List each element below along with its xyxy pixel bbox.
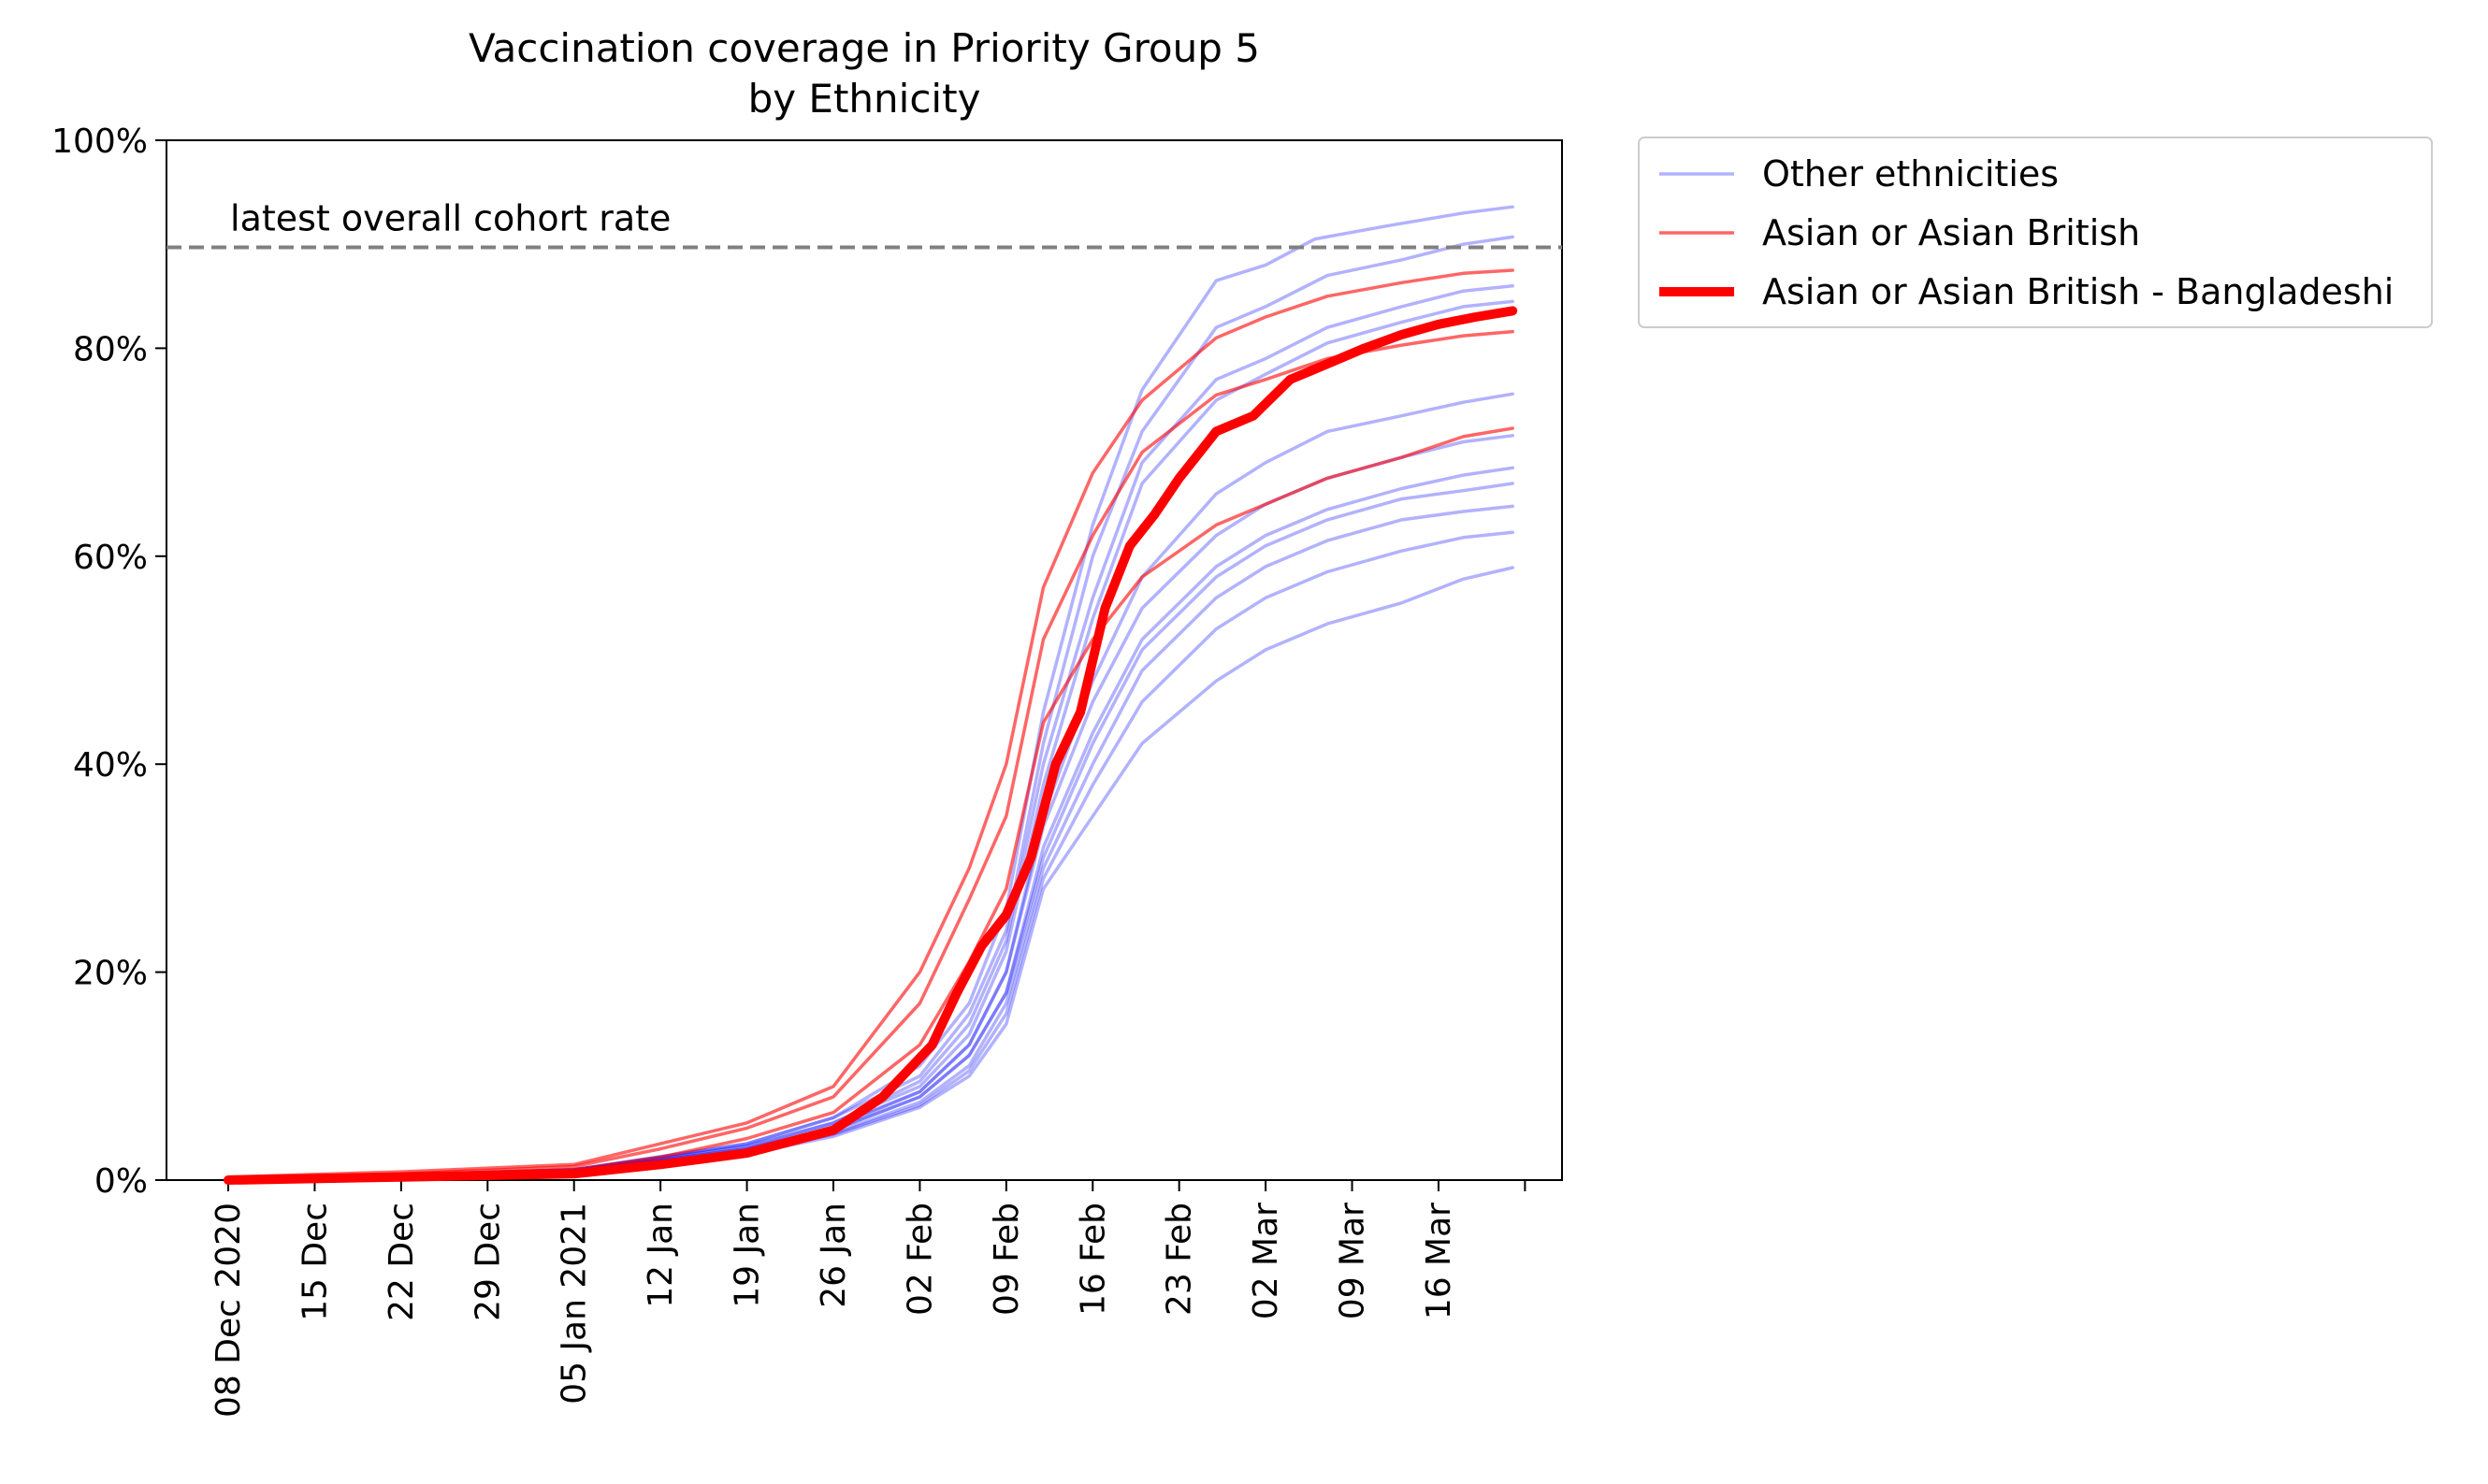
- x-tick-label: 16 Feb: [1074, 1203, 1112, 1316]
- x-tick-label: 02 Feb: [901, 1203, 939, 1316]
- x-tick-label: 12 Jan: [642, 1203, 680, 1308]
- y-tick-label: 80%: [73, 330, 148, 368]
- series-line-other: [226, 205, 1514, 1182]
- x-tick-label: 15 Dec: [296, 1203, 334, 1321]
- legend: Other ethnicities Asian or Asian British A…: [1638, 137, 2433, 328]
- x-tick-label: 02 Mar: [1247, 1203, 1285, 1319]
- x-tick-label: 16 Mar: [1420, 1203, 1458, 1319]
- series-line-other: [226, 566, 1514, 1182]
- y-tick-label: 20%: [73, 955, 148, 993]
- chart-title-line-2: by Ethnicity: [748, 76, 981, 122]
- y-tick-label: 100%: [51, 122, 148, 161]
- x-tick-label: 23 Feb: [1161, 1203, 1199, 1316]
- x-tick-label: 08 Dec 2020: [210, 1203, 248, 1418]
- plot-frame: [166, 139, 1563, 1181]
- x-tick-label: 09 Mar: [1334, 1203, 1372, 1319]
- x-tick-label: 29 Dec: [469, 1203, 507, 1321]
- reference-line-label: latest overall cohort rate: [230, 198, 671, 239]
- series-line-asian: [226, 426, 1514, 1181]
- series-line-asian: [226, 268, 1514, 1179]
- x-tick-label: 09 Feb: [988, 1203, 1026, 1316]
- plot-area: 0% 20% 40% 60% 80% 100% 08 Dec 2020 15 Dec 22 De…: [51, 122, 1563, 1418]
- x-tick-label: 26 Jan: [815, 1203, 853, 1308]
- legend-box: [1638, 137, 2433, 328]
- series-line-other: [226, 482, 1514, 1182]
- x-tick-label: 19 Jan: [729, 1203, 767, 1308]
- legend-label: Asian or Asian British: [1762, 212, 2140, 253]
- series-line-other: [226, 434, 1514, 1182]
- series-line-asian: [226, 329, 1514, 1180]
- series-line-other: [226, 299, 1514, 1182]
- series-line-other: [226, 283, 1514, 1182]
- y-tick-label: 60%: [73, 539, 148, 577]
- legend-label: Other ethnicities: [1762, 153, 2059, 195]
- legend-label: Asian or Asian British - Bangladeshi: [1762, 271, 2394, 312]
- series-line-other: [226, 504, 1514, 1182]
- y-tick-label: 40%: [73, 746, 148, 785]
- series-line-bangladeshi: [224, 306, 1518, 1185]
- x-tick-label: 05 Jan 2021: [556, 1203, 594, 1405]
- chart-title-line-1: Vaccination coverage in Priority Group 5: [469, 25, 1260, 71]
- y-tick-label: 0%: [94, 1162, 148, 1201]
- x-tick-label: 22 Dec: [383, 1203, 421, 1321]
- series-lines: [224, 205, 1518, 1185]
